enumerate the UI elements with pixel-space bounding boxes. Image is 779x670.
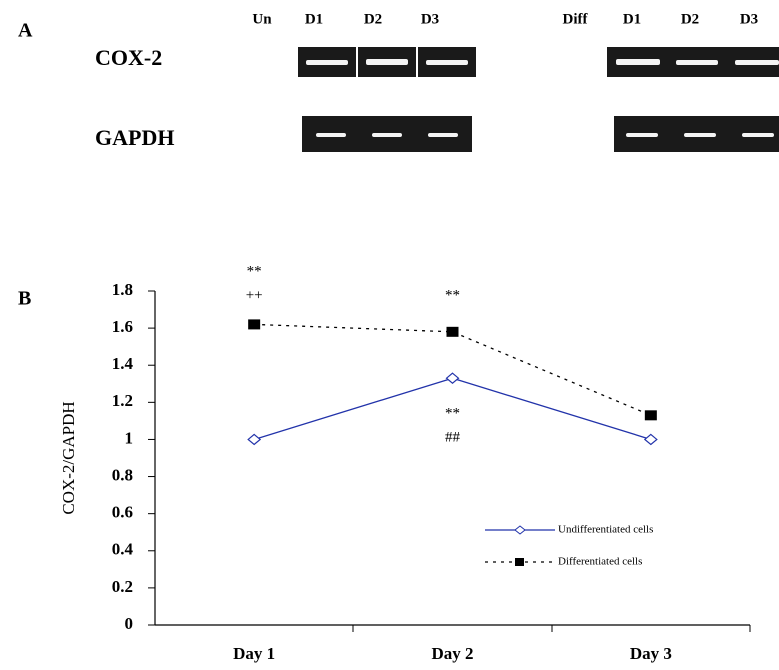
- y-tick-label: 1: [125, 428, 134, 447]
- gene-label: COX-2: [95, 45, 162, 70]
- annotation: **: [247, 263, 262, 279]
- annotation: **: [445, 405, 460, 421]
- band: [428, 133, 458, 137]
- point: [248, 434, 260, 444]
- panel-label: A: [18, 20, 33, 42]
- y-tick-label: 0.8: [112, 465, 133, 484]
- y-tick-label: 0: [125, 614, 134, 633]
- annotation: ++: [246, 287, 263, 303]
- y-tick-label: 0.2: [112, 577, 133, 596]
- lane-header: D1: [305, 11, 323, 27]
- y-tick-label: 0.6: [112, 503, 133, 522]
- band: [306, 60, 348, 65]
- y-tick-label: 1.6: [112, 317, 133, 336]
- y-tick-label: 1.4: [112, 354, 134, 373]
- point: [447, 327, 459, 337]
- legend-label: Differentiated cells: [558, 556, 642, 568]
- band: [366, 59, 408, 65]
- series-line: [254, 324, 651, 415]
- band: [616, 59, 660, 65]
- gel-images: [298, 47, 779, 152]
- point: [248, 319, 260, 329]
- band: [372, 133, 402, 137]
- x-tick-label: Day 3: [630, 644, 672, 663]
- lane-header: D2: [364, 11, 382, 27]
- point: [645, 410, 657, 420]
- x-tick-label: Day 1: [233, 644, 275, 663]
- legend-marker: [515, 558, 524, 566]
- band: [626, 133, 658, 137]
- x-tick-label: Day 2: [431, 644, 473, 663]
- lane-header: Diff: [563, 11, 589, 27]
- point: [645, 434, 657, 444]
- annotation: ##: [445, 429, 461, 445]
- figure: A COX-2 GAPDH B COX-2/GAPDH Un D1 D2 D3 Diff…: [0, 0, 779, 670]
- y-axis-label: COX-2/GAPDH: [59, 401, 78, 514]
- band: [735, 60, 779, 65]
- legend-label: Undifferentiated cells: [558, 524, 653, 536]
- band: [684, 133, 716, 137]
- lane-header: D3: [421, 11, 439, 27]
- band: [426, 60, 468, 65]
- y-tick-label: 1.8: [112, 280, 133, 299]
- panel-label: B: [18, 288, 31, 310]
- band: [316, 133, 346, 137]
- band: [742, 133, 774, 137]
- lane-header: D1: [623, 11, 641, 27]
- y-tick-label: 1.2: [112, 391, 133, 410]
- lane-header: D2: [681, 11, 699, 27]
- y-tick-label: 0.4: [112, 540, 134, 559]
- lane-header: Un: [252, 11, 272, 27]
- gene-label: GAPDH: [95, 125, 174, 150]
- lane-header: D3: [740, 11, 758, 27]
- point: [447, 373, 459, 383]
- annotation: **: [445, 287, 460, 303]
- legend-marker: [515, 526, 525, 534]
- band: [676, 60, 718, 65]
